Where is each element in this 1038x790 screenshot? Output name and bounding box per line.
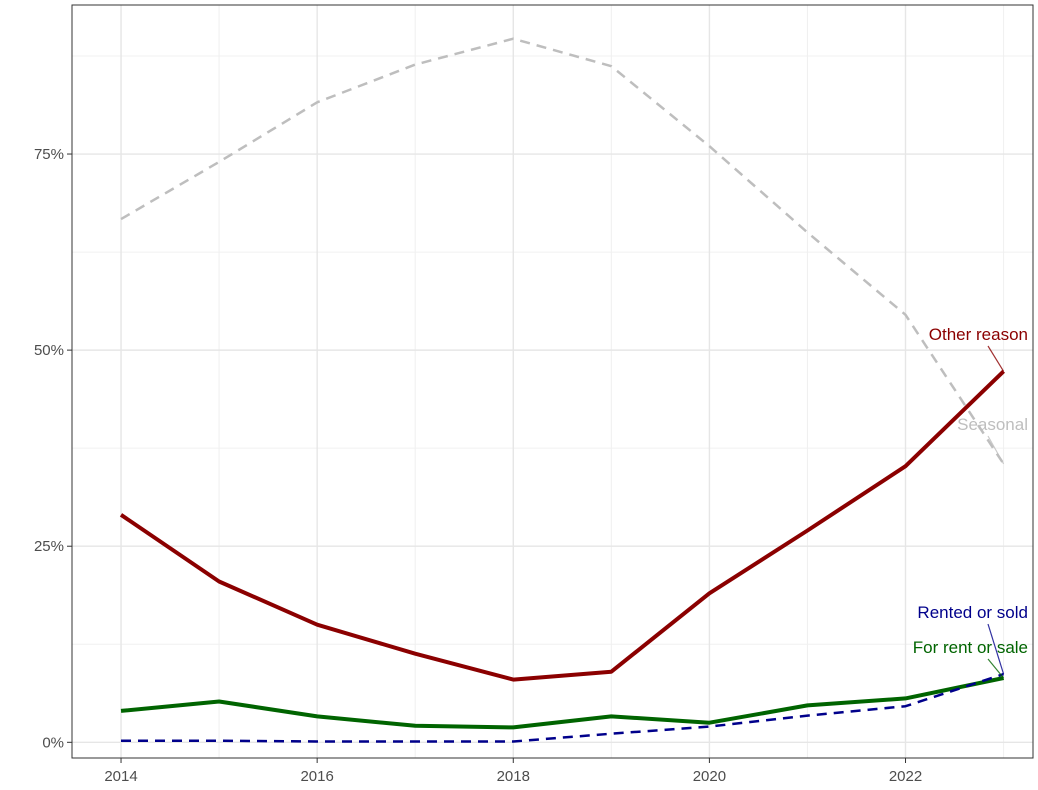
x-tick-label: 2020 — [693, 768, 726, 785]
y-tick-label: 0% — [42, 734, 64, 751]
label-leader-rented-or-sold — [987, 623, 1005, 675]
x-axis: 2014 2016 2018 2020 2022 — [104, 758, 922, 785]
label-leader-seasonal — [987, 435, 1005, 465]
x-tick-label: 2016 — [300, 768, 333, 785]
series-lines — [119, 37, 1005, 743]
y-tick-label: 50% — [34, 342, 64, 359]
x-tick-label: 2018 — [497, 768, 530, 785]
label-leader-for-rent-or-sale — [987, 658, 1005, 679]
series-line-other-reason — [119, 369, 1005, 682]
plot-panel-border — [71, 4, 1034, 759]
y-tick-label: 25% — [34, 538, 64, 555]
grid-minor — [72, 5, 1033, 758]
label-leader-other-reason — [987, 345, 1005, 372]
y-tick-label: 75% — [34, 146, 64, 163]
series-label-other-reason: Other reason — [929, 325, 1028, 344]
y-axis: 0% 25% 50% 75% — [34, 146, 72, 751]
series-line-seasonal — [120, 37, 1005, 465]
grid-major — [72, 5, 1033, 758]
series-label-rented-or-sold: Rented or sold — [917, 603, 1028, 622]
x-tick-label: 2022 — [889, 768, 922, 785]
series-label-seasonal: Seasonal — [957, 415, 1028, 434]
series-line-rented-or-sold — [121, 672, 1004, 743]
series-label-for-rent-or-sale: For rent or sale — [913, 638, 1028, 657]
x-tick-label: 2014 — [104, 768, 137, 785]
series-labels: Seasonal Other reason For rent or sale Rent… — [913, 325, 1028, 679]
series-line-for-rent-or-sale — [120, 676, 1005, 730]
